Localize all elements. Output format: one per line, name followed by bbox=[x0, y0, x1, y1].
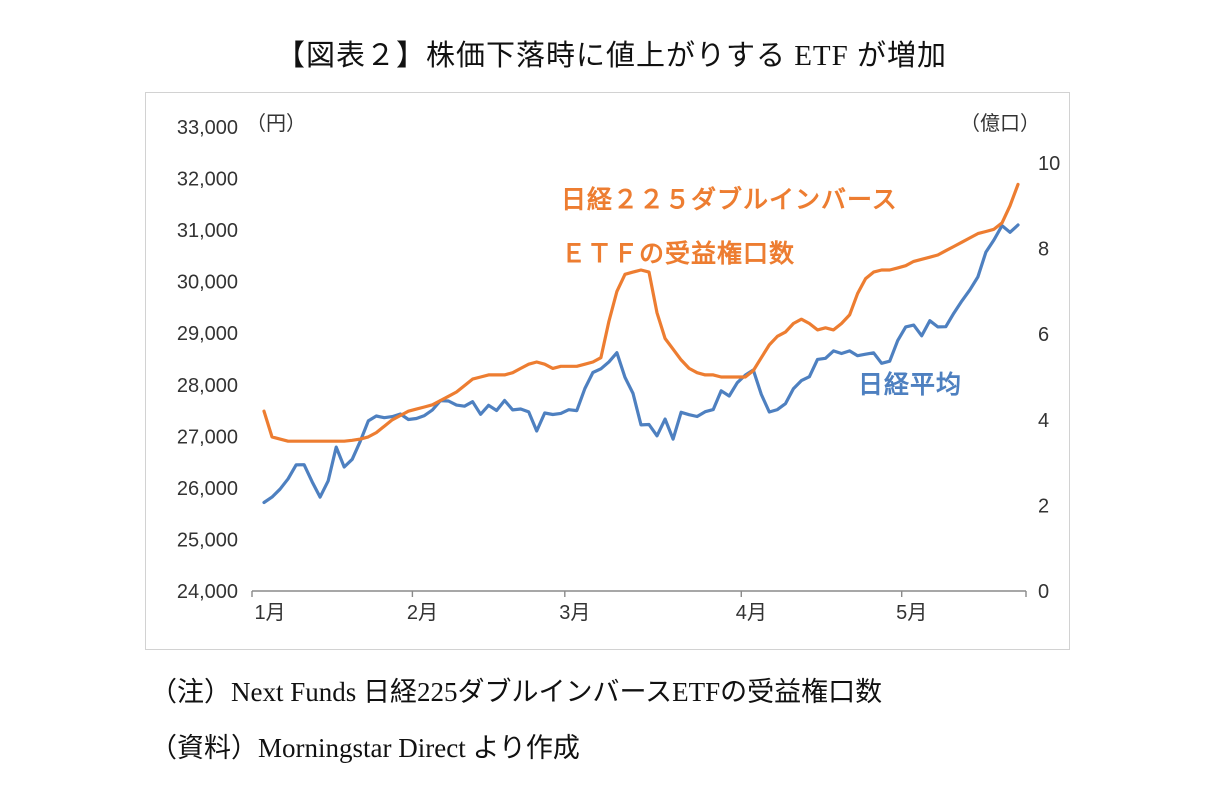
left-axis-tick-label: 27,000 bbox=[177, 426, 238, 448]
right-axis-tick-label: 6 bbox=[1038, 324, 1049, 346]
note-source-line-2: （資料）Morningstar Direct より作成 bbox=[150, 733, 580, 763]
left-axis-tick-label: 33,000 bbox=[177, 117, 238, 139]
left-axis-tick-label: 28,000 bbox=[177, 375, 238, 397]
right-axis-tick-label: 10 bbox=[1038, 153, 1060, 175]
series-line-nikkei bbox=[262, 223, 1020, 505]
left-axis-tick-label: 29,000 bbox=[177, 323, 238, 345]
right-axis-tick-label: 2 bbox=[1038, 495, 1049, 517]
series-label-inverse-etf-line1: 日経２２５ダブルインバース bbox=[561, 186, 898, 214]
left-axis-unit-label: （円） bbox=[246, 113, 306, 135]
left-axis-tick-label: 26,000 bbox=[177, 478, 238, 500]
x-axis-tick-label: 2月 bbox=[407, 602, 438, 624]
right-axis-unit-label: （億口） bbox=[960, 113, 1040, 135]
note-source-line-1: （注）Next Funds 日経225ダブルインバースETFの受益権口数 bbox=[150, 677, 883, 707]
x-axis-tick-label: 3月 bbox=[559, 602, 590, 624]
left-axis-tick-label: 25,000 bbox=[177, 529, 238, 551]
right-axis-tick-label: 8 bbox=[1038, 239, 1049, 261]
series-label-inverse-etf-line2: ＥＴＦの受益権口数 bbox=[561, 240, 796, 268]
right-axis-tick-label: 4 bbox=[1038, 410, 1049, 432]
x-axis-tick-label: 1月 bbox=[254, 602, 285, 624]
left-axis-tick-label: 32,000 bbox=[177, 169, 238, 191]
line-chart: 33,000 32,000 31,000 30,000 29,000 28,000 27,0… bbox=[177, 117, 1060, 624]
x-axis-tick-label: 4月 bbox=[736, 602, 767, 624]
right-axis-tick-label: 0 bbox=[1038, 581, 1049, 603]
series-label-nikkei: 日経平均 bbox=[858, 371, 963, 399]
figure-title: 【図表２】株価下落時に値上がりする ETF が増加 bbox=[275, 40, 948, 72]
left-axis-tick-label: 31,000 bbox=[177, 220, 238, 242]
series-label-inverse-etf: 日経２２５ダブルインバース ＥＴＦの受益権口数 bbox=[561, 173, 898, 281]
left-axis-tick-label: 30,000 bbox=[177, 272, 238, 294]
x-axis-tick-label: 5月 bbox=[896, 602, 927, 624]
series-line-inverse-etf-units bbox=[262, 182, 1020, 443]
chart-frame: （円） （億口） 33,000 32,000 31,000 30,000 29,000 2… bbox=[145, 92, 1070, 650]
left-axis-tick-label: 24,000 bbox=[177, 581, 238, 603]
